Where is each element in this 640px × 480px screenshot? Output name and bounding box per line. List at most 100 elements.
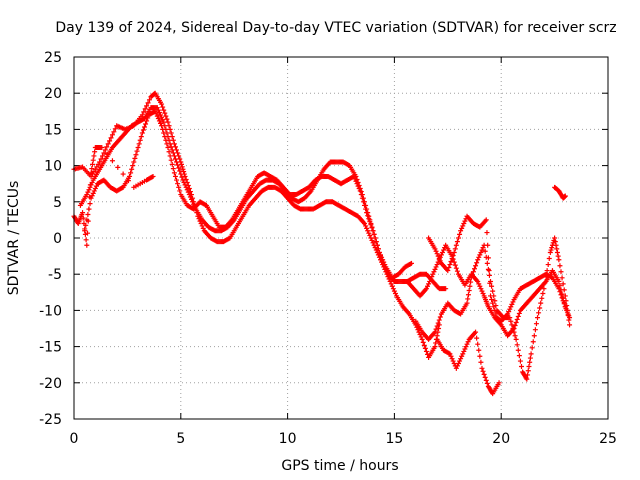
data-point — [560, 281, 566, 287]
data-point — [556, 257, 562, 263]
data-point — [172, 173, 178, 179]
data-point — [466, 287, 472, 293]
data-point — [358, 192, 364, 198]
data-point — [567, 322, 573, 328]
data-point — [86, 187, 92, 193]
data-point — [555, 253, 561, 259]
data-points — [71, 90, 573, 397]
data-point — [526, 364, 532, 370]
data-point — [140, 127, 146, 133]
data-point — [553, 242, 559, 248]
data-point — [183, 176, 189, 182]
data-point — [111, 129, 117, 135]
data-point — [144, 103, 150, 109]
data-point — [435, 320, 441, 326]
data-point — [432, 266, 438, 272]
data-point — [364, 225, 370, 231]
data-point — [458, 356, 464, 362]
data-point — [172, 156, 178, 162]
data-point — [127, 173, 133, 179]
y-tick-label: -15 — [39, 340, 62, 356]
data-point — [489, 297, 495, 303]
data-point — [557, 263, 563, 269]
data-point — [562, 193, 568, 199]
data-point — [107, 138, 113, 144]
data-point — [168, 130, 174, 136]
series-track-9 — [552, 184, 568, 201]
data-point — [475, 341, 481, 347]
data-point — [484, 230, 490, 236]
data-point — [476, 254, 482, 260]
data-point — [137, 137, 143, 143]
data-point — [458, 228, 464, 234]
data-point — [109, 132, 115, 138]
data-point — [510, 326, 516, 331]
data-point — [532, 327, 538, 333]
data-point — [465, 292, 471, 298]
data-point — [91, 153, 97, 159]
data-point — [99, 145, 105, 150]
data-point — [432, 344, 438, 350]
data-point — [115, 164, 121, 170]
data-point — [87, 194, 93, 200]
data-point — [150, 173, 156, 179]
data-point — [368, 222, 374, 228]
data-point — [478, 359, 484, 365]
data-point — [445, 268, 451, 274]
data-point — [485, 255, 491, 261]
data-point — [455, 360, 461, 366]
data-point — [556, 286, 562, 292]
data-point — [85, 230, 91, 236]
x-tick-label: 20 — [492, 431, 510, 447]
data-point — [560, 298, 566, 304]
y-tick-label: 10 — [44, 159, 62, 175]
data-point — [179, 164, 185, 170]
data-point — [170, 166, 176, 172]
data-point — [468, 279, 474, 285]
data-point — [101, 150, 107, 156]
x-tick-labels: 0 5 10 15 20 25 — [70, 431, 617, 447]
data-point — [437, 314, 443, 320]
data-point — [359, 195, 365, 201]
data-point — [481, 371, 487, 377]
data-point — [138, 134, 144, 140]
data-point — [457, 358, 463, 364]
data-point — [556, 278, 562, 284]
data-point — [524, 376, 530, 382]
data-point — [450, 358, 456, 364]
data-point — [530, 339, 536, 345]
data-point — [177, 168, 183, 174]
data-point — [179, 174, 185, 180]
data-point — [172, 144, 178, 150]
data-point — [366, 216, 372, 222]
data-point — [477, 252, 483, 258]
y-tick-label: 25 — [44, 50, 62, 66]
y-tick-label: 20 — [44, 86, 62, 102]
data-point — [490, 288, 496, 294]
data-point — [484, 260, 490, 266]
data-point — [87, 201, 93, 207]
data-point — [82, 226, 88, 232]
data-point — [129, 166, 135, 172]
data-point — [168, 144, 174, 150]
data-point — [161, 107, 167, 113]
data-point — [163, 113, 169, 119]
data-point — [135, 145, 141, 150]
data-point — [433, 264, 439, 270]
data-point — [451, 249, 457, 255]
data-point — [178, 159, 184, 165]
data-point — [512, 333, 518, 339]
data-point — [493, 311, 499, 317]
data-point — [131, 159, 137, 165]
data-point — [97, 159, 103, 165]
data-point — [365, 213, 371, 219]
data-point — [476, 347, 482, 353]
y-tick-label: -25 — [39, 412, 62, 428]
data-point — [174, 147, 180, 153]
y-tick-label: 0 — [53, 231, 62, 247]
x-tick-label: 5 — [176, 431, 185, 447]
data-point — [134, 148, 140, 154]
data-point — [181, 169, 187, 175]
data-point — [541, 286, 547, 292]
data-point — [554, 246, 560, 252]
